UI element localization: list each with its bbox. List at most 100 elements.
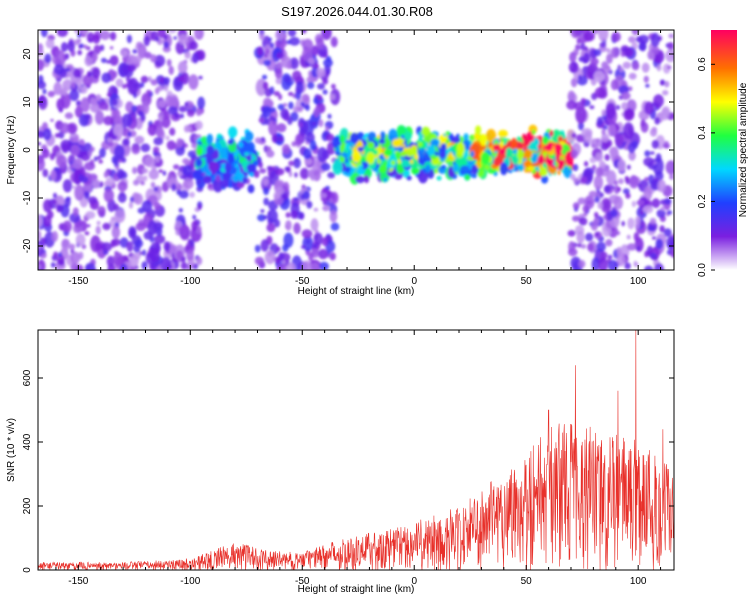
spectrogram-cell [643,75,649,83]
spectrogram-cell [628,150,636,161]
spectrogram-cell [498,129,508,138]
spectrogram-cell [631,61,640,71]
spectrogram-cell [523,148,533,159]
spectrogram-cell [616,252,626,267]
spectrogram-cell [126,34,132,44]
spectrogram-cell [392,138,402,148]
spectrogram-cell [74,184,85,201]
spectrogram-cell [69,212,81,223]
spectrogram-cell [286,40,292,45]
spectrogram-cell [103,249,109,255]
y-tick-label: 600 [22,369,33,386]
spectrogram-cell [50,262,56,268]
spectrogram-cell [133,179,140,186]
spectrogram-cell [64,67,71,72]
spectrogram-cell [106,59,111,64]
spectrogram-cell [599,160,606,170]
spectrogram-cell [583,31,595,42]
snr-panel: -150 -100 -50 0 50 100 0 200 400 600 Height of st… [6,329,675,595]
spectrogram-cell [293,197,299,201]
spectrogram-cell [84,262,96,270]
spectrogram-cell [287,116,293,125]
spectrogram-cell [64,112,74,119]
spectrogram-cell [102,222,111,231]
spectrogram-cell [280,56,292,69]
spectrogram-cell [62,179,73,193]
spectrogram-cell [76,101,81,105]
spectrogram-cell [537,154,545,165]
spectrogram-cell [228,126,238,138]
spectrogram-cell [650,32,660,48]
spectrogram-cell [271,134,278,143]
spectrogram-cell [644,150,651,157]
spectrogram-cell [147,220,158,236]
spectrogram-cell [91,67,101,79]
spectrogram-cell [277,103,285,111]
spectrogram-cell [597,201,603,210]
spectrogram-cell [649,179,660,191]
spectrogram-cell [295,81,304,94]
spectrogram-cell [662,90,669,96]
spectrogram-cell [642,205,654,214]
spectrogram-cell [150,54,157,63]
spectrogram-cell [38,142,42,146]
spectrogram-cell [282,181,290,192]
spectrogram-cell [549,130,554,137]
spectrogram-cell [321,30,332,41]
spectrogram-cell [288,101,294,110]
spectrogram-cell [189,191,195,198]
spectrogram-cell [309,139,317,151]
spectrogram-cell [349,169,355,174]
y-tick-label: 10 [22,96,33,108]
x-tick-label: -150 [68,576,88,587]
spectrogram-cell [649,128,658,137]
x-tick-label: 100 [630,576,647,587]
spectrogram-cell [278,93,283,101]
spectrogram-cell [258,117,265,123]
spectrogram-cell [378,138,386,145]
spectrogram-cell [288,171,293,178]
spectrogram-cell [146,89,152,94]
spectrogram-cell [67,122,78,134]
spectrogram-cell [645,83,650,88]
spectrogram-cell [74,30,79,34]
spectrogram-cell [186,249,195,261]
x-tick-label: 50 [521,276,533,287]
snr-plot-area [38,330,674,570]
spectrogram-cell [584,46,589,51]
spectrogram-cell [265,48,270,55]
spectrogram-cell [158,169,163,173]
spectrogram-cell [395,150,401,160]
spectrogram-cell [626,243,637,251]
spectrogram-cell [651,198,661,209]
spectrogram-cell [590,220,599,231]
spectrogram-cell [655,238,664,250]
spectrogram-cell [131,145,141,155]
spectrogram-cell [274,186,285,195]
spectrogram-cell [103,171,109,178]
spectrogram-cell [554,143,563,153]
spectrogram-cell [148,169,159,180]
spectrogram-cell [127,77,139,95]
spectrogram-cell [626,164,631,170]
spectrogram-cell [186,266,191,270]
spectrogram-cell [578,217,588,226]
spectrogram-cell [173,113,180,119]
spectrogram-cell [56,204,64,212]
spectrogram-cell [539,167,548,177]
spectrogram-cell [622,188,630,195]
spectrogram-cell [434,151,439,157]
spectrogram-cell [659,225,665,233]
spectrogram-cell [278,136,284,142]
spectrogram-cell [197,96,206,110]
spectrogram-cell [594,196,600,203]
spectrogram-cell [147,76,152,82]
spectrogram-cell [180,261,188,270]
spectrogram-cell [246,163,257,173]
spectrogram-cell [313,207,319,212]
spectrogram-cell [542,135,549,145]
spectrogram-cell [318,119,324,128]
spectrogram-cell [647,225,656,232]
spectrogram-cell [663,198,672,205]
